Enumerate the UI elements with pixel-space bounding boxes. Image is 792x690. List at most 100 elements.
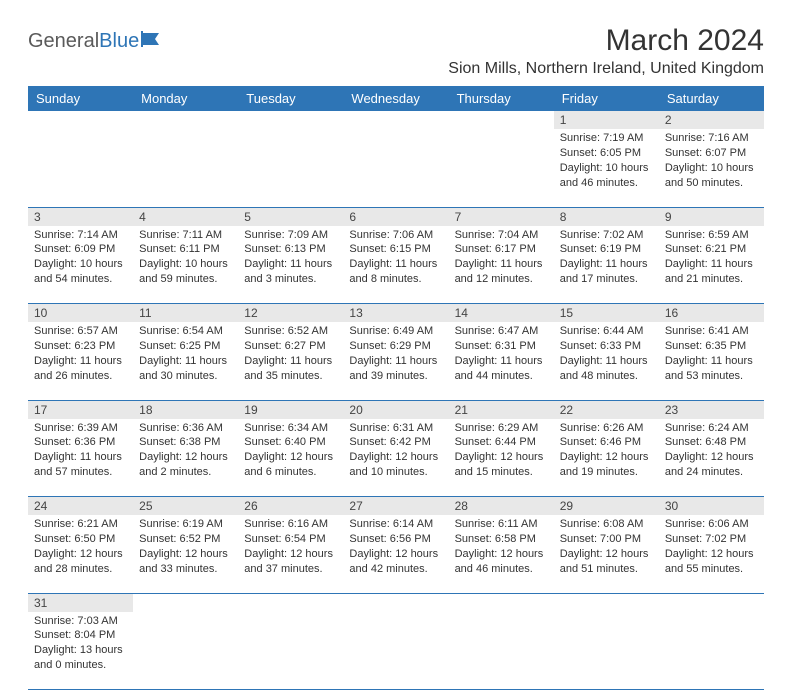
- day-header: Friday: [554, 86, 659, 111]
- day-cell: Sunrise: 7:16 AMSunset: 6:07 PMDaylight:…: [659, 129, 764, 207]
- day-info-line: Daylight: 11 hours: [349, 257, 442, 272]
- day-info-line: Sunset: 6:42 PM: [349, 435, 442, 450]
- day-cell: Sunrise: 6:49 AMSunset: 6:29 PMDaylight:…: [343, 322, 448, 400]
- day-info-line: and 28 minutes.: [34, 562, 127, 577]
- day-cell: [659, 612, 764, 690]
- day-cell: [449, 129, 554, 207]
- logo: GeneralBlue: [28, 30, 163, 53]
- day-cell: Sunrise: 6:52 AMSunset: 6:27 PMDaylight:…: [238, 322, 343, 400]
- day-info-line: Daylight: 11 hours: [349, 354, 442, 369]
- day-number: 20: [343, 400, 448, 419]
- day-info-line: Sunrise: 6:39 AM: [34, 421, 127, 436]
- day-cell: [343, 129, 448, 207]
- day-info-line: Sunrise: 7:19 AM: [560, 131, 653, 146]
- day-info-line: Sunset: 6:27 PM: [244, 339, 337, 354]
- day-info-line: Sunrise: 7:02 AM: [560, 228, 653, 243]
- day-info-line: Sunrise: 7:16 AM: [665, 131, 758, 146]
- day-number: 8: [554, 207, 659, 226]
- day-info-line: and 3 minutes.: [244, 272, 337, 287]
- day-info-line: Sunrise: 7:11 AM: [139, 228, 232, 243]
- day-cell: Sunrise: 7:03 AMSunset: 8:04 PMDaylight:…: [28, 612, 133, 690]
- day-header: Wednesday: [343, 86, 448, 111]
- day-info-line: Daylight: 12 hours: [244, 450, 337, 465]
- day-info-line: Sunset: 6:33 PM: [560, 339, 653, 354]
- day-cell: Sunrise: 6:16 AMSunset: 6:54 PMDaylight:…: [238, 515, 343, 593]
- day-info-line: and 24 minutes.: [665, 465, 758, 480]
- day-number: 4: [133, 207, 238, 226]
- day-info-line: Sunset: 6:19 PM: [560, 242, 653, 257]
- day-cell: Sunrise: 7:04 AMSunset: 6:17 PMDaylight:…: [449, 226, 554, 304]
- day-number: 7: [449, 207, 554, 226]
- day-cell: [28, 129, 133, 207]
- day-info-line: Sunset: 6:35 PM: [665, 339, 758, 354]
- day-info-line: Daylight: 11 hours: [244, 257, 337, 272]
- day-cell: [238, 129, 343, 207]
- day-info-line: Sunrise: 6:44 AM: [560, 324, 653, 339]
- day-info-line: Sunrise: 6:47 AM: [455, 324, 548, 339]
- day-info-line: Daylight: 12 hours: [455, 450, 548, 465]
- day-info-line: Daylight: 12 hours: [139, 450, 232, 465]
- day-info-line: Daylight: 11 hours: [665, 257, 758, 272]
- day-info-line: Sunrise: 7:04 AM: [455, 228, 548, 243]
- day-number: 14: [449, 304, 554, 323]
- day-info-line: and 50 minutes.: [665, 176, 758, 191]
- day-cell: Sunrise: 6:11 AMSunset: 6:58 PMDaylight:…: [449, 515, 554, 593]
- day-content-row: Sunrise: 7:19 AMSunset: 6:05 PMDaylight:…: [28, 129, 764, 207]
- day-info-line: Sunset: 6:54 PM: [244, 532, 337, 547]
- day-content-row: Sunrise: 6:57 AMSunset: 6:23 PMDaylight:…: [28, 322, 764, 400]
- day-cell: Sunrise: 6:29 AMSunset: 6:44 PMDaylight:…: [449, 419, 554, 497]
- day-cell: Sunrise: 6:06 AMSunset: 7:02 PMDaylight:…: [659, 515, 764, 593]
- day-info-line: Sunrise: 6:14 AM: [349, 517, 442, 532]
- day-info-line: and 51 minutes.: [560, 562, 653, 577]
- day-cell: Sunrise: 6:31 AMSunset: 6:42 PMDaylight:…: [343, 419, 448, 497]
- day-info-line: Sunset: 6:36 PM: [34, 435, 127, 450]
- day-info-line: Sunrise: 6:16 AM: [244, 517, 337, 532]
- day-number: 3: [28, 207, 133, 226]
- day-info-line: and 12 minutes.: [455, 272, 548, 287]
- day-number: 28: [449, 497, 554, 516]
- title-block: March 2024 Sion Mills, Northern Ireland,…: [448, 24, 764, 78]
- day-info-line: Sunrise: 6:06 AM: [665, 517, 758, 532]
- day-info-line: Daylight: 10 hours: [665, 161, 758, 176]
- day-content-row: Sunrise: 7:03 AMSunset: 8:04 PMDaylight:…: [28, 612, 764, 690]
- day-info-line: and 46 minutes.: [455, 562, 548, 577]
- location-text: Sion Mills, Northern Ireland, United Kin…: [448, 60, 764, 78]
- day-info-line: Sunrise: 6:41 AM: [665, 324, 758, 339]
- day-info-line: Daylight: 12 hours: [139, 547, 232, 562]
- day-info-line: and 37 minutes.: [244, 562, 337, 577]
- day-cell: Sunrise: 7:09 AMSunset: 6:13 PMDaylight:…: [238, 226, 343, 304]
- day-info-line: Sunset: 6:23 PM: [34, 339, 127, 354]
- day-cell: Sunrise: 6:39 AMSunset: 6:36 PMDaylight:…: [28, 419, 133, 497]
- day-info-line: Sunrise: 6:36 AM: [139, 421, 232, 436]
- day-cell: Sunrise: 6:57 AMSunset: 6:23 PMDaylight:…: [28, 322, 133, 400]
- day-cell: Sunrise: 6:24 AMSunset: 6:48 PMDaylight:…: [659, 419, 764, 497]
- day-info-line: Sunset: 6:21 PM: [665, 242, 758, 257]
- day-cell: Sunrise: 6:36 AMSunset: 6:38 PMDaylight:…: [133, 419, 238, 497]
- day-info-line: Sunset: 6:38 PM: [139, 435, 232, 450]
- day-info-line: Sunrise: 7:14 AM: [34, 228, 127, 243]
- day-info-line: and 39 minutes.: [349, 369, 442, 384]
- day-number: [659, 593, 764, 612]
- day-number: 29: [554, 497, 659, 516]
- day-number: 2: [659, 111, 764, 129]
- day-cell: Sunrise: 7:14 AMSunset: 6:09 PMDaylight:…: [28, 226, 133, 304]
- day-cell: Sunrise: 6:59 AMSunset: 6:21 PMDaylight:…: [659, 226, 764, 304]
- day-info-line: Sunrise: 6:26 AM: [560, 421, 653, 436]
- day-cell: [449, 612, 554, 690]
- day-header: Saturday: [659, 86, 764, 111]
- day-info-line: Sunrise: 6:11 AM: [455, 517, 548, 532]
- day-content-row: Sunrise: 6:39 AMSunset: 6:36 PMDaylight:…: [28, 419, 764, 497]
- day-info-line: Daylight: 11 hours: [455, 354, 548, 369]
- day-cell: Sunrise: 6:44 AMSunset: 6:33 PMDaylight:…: [554, 322, 659, 400]
- day-info-line: Daylight: 11 hours: [34, 450, 127, 465]
- day-number: 12: [238, 304, 343, 323]
- day-number: 25: [133, 497, 238, 516]
- day-number: 19: [238, 400, 343, 419]
- day-info-line: Daylight: 12 hours: [665, 450, 758, 465]
- day-info-line: Sunrise: 6:54 AM: [139, 324, 232, 339]
- day-header: Monday: [133, 86, 238, 111]
- day-info-line: Sunset: 6:56 PM: [349, 532, 442, 547]
- day-header-row: SundayMondayTuesdayWednesdayThursdayFrid…: [28, 86, 764, 111]
- day-header: Thursday: [449, 86, 554, 111]
- day-info-line: Sunset: 6:31 PM: [455, 339, 548, 354]
